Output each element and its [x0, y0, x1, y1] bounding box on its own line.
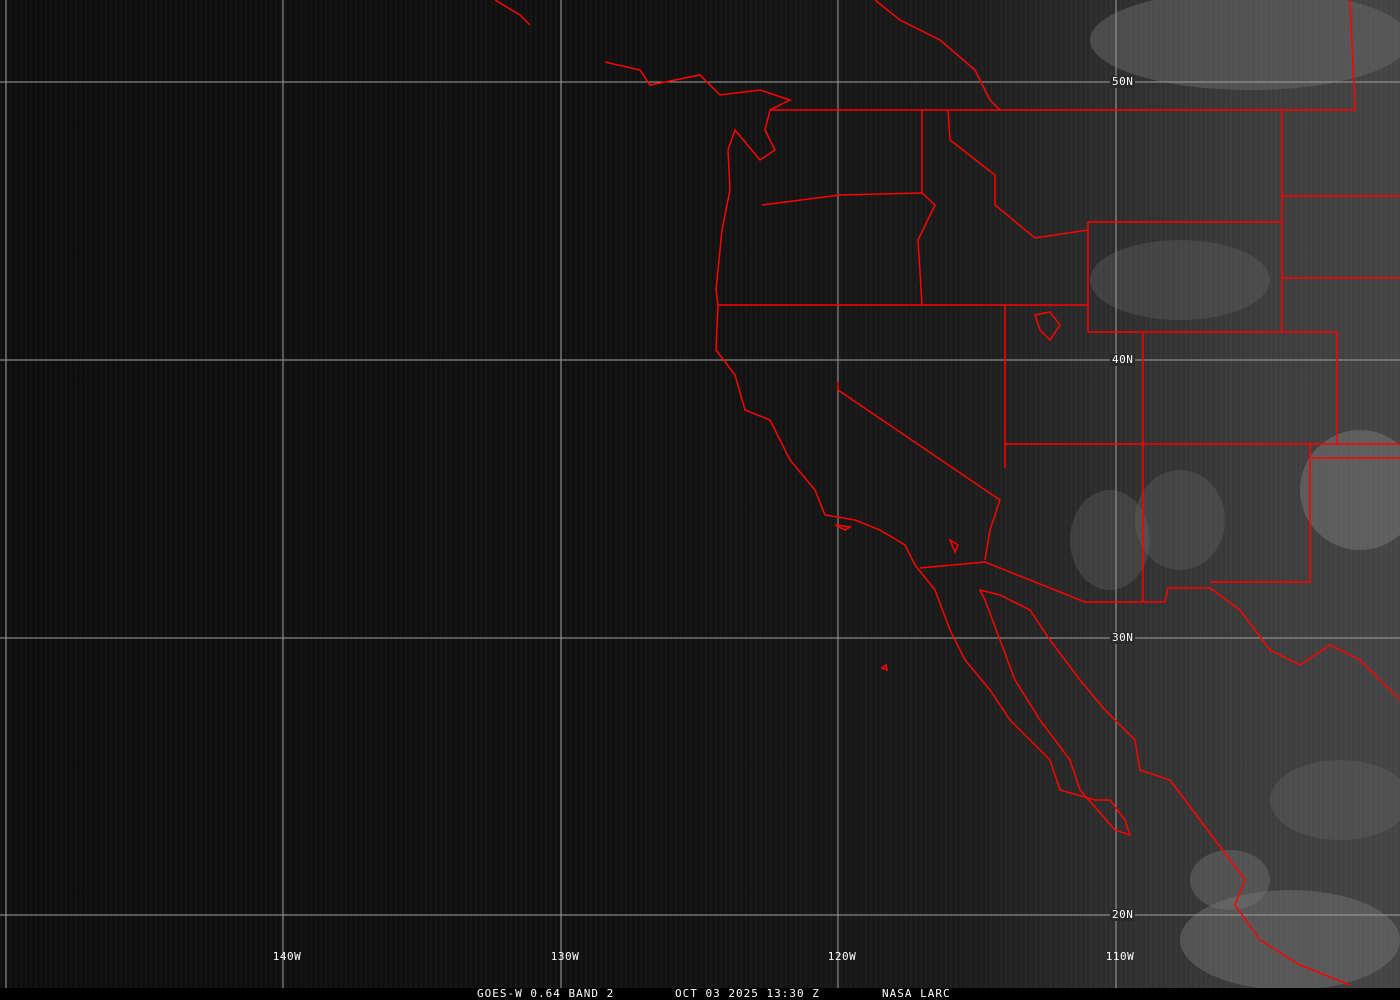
lat-label-20n: 20N	[1110, 908, 1136, 921]
product-label: GOES-W 0.64 BAND 2	[477, 987, 615, 1000]
coastline	[604, 61, 1351, 986]
lon-label-140w: 140W	[272, 950, 302, 963]
idaho-montana-border	[947, 109, 1089, 239]
lat-label-40n: 40N	[1110, 353, 1136, 366]
canada-border-coast	[874, 0, 1001, 111]
lon-label-130w: 130W	[550, 950, 580, 963]
lake	[948, 538, 959, 554]
us-canada-border	[770, 0, 1356, 111]
caption-bar: GOES-W 0.64 BAND 2 OCT 03 2025 13:30 Z N…	[0, 987, 1400, 1000]
us-mexico-border	[919, 561, 1400, 701]
island	[880, 663, 889, 672]
lat-label-30n: 30N	[1110, 631, 1136, 644]
wa-or-border	[761, 192, 936, 306]
datetime-label: OCT 03 2025 13:30 Z	[675, 987, 820, 1000]
lon-label-120w: 120W	[827, 950, 857, 963]
canada-coast	[494, 0, 531, 26]
lon-label-110w: 110W	[1105, 950, 1135, 963]
island	[834, 524, 853, 531]
ca-nv-border	[837, 382, 1001, 561]
source-label: NASA LARC	[882, 987, 951, 1000]
lat-label-50n: 50N	[1110, 75, 1136, 88]
great-salt-lake	[1034, 311, 1061, 342]
